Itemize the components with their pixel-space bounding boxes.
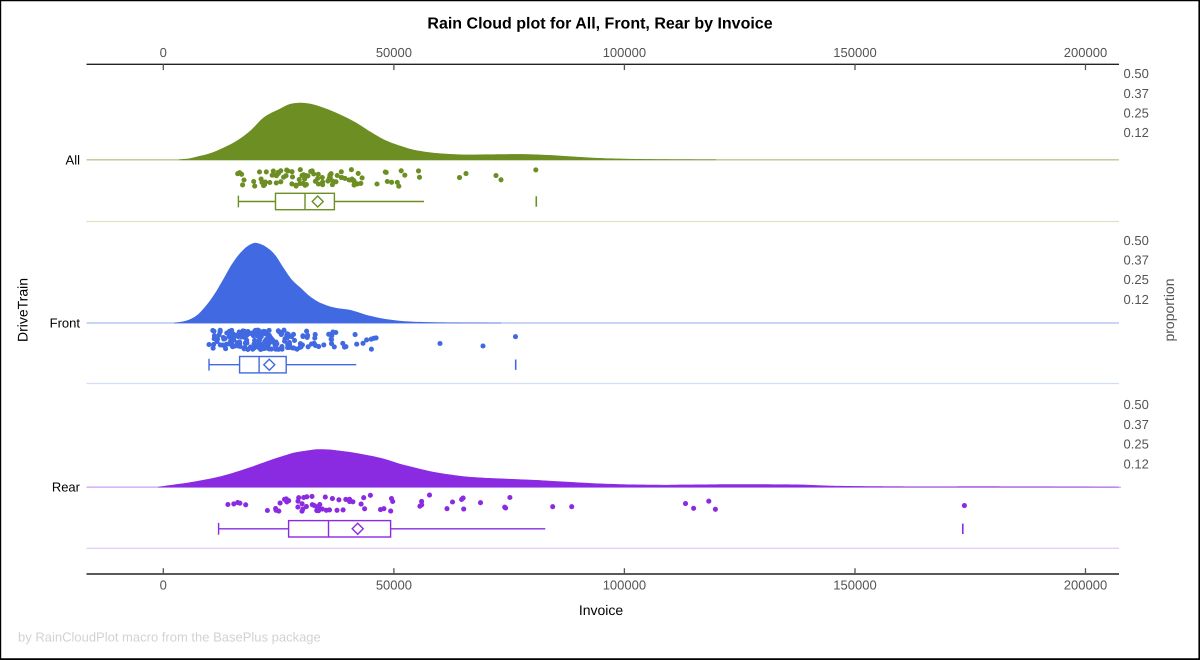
svg-text:by RainCloudPlot macro from th: by RainCloudPlot macro from the BasePlus…: [18, 630, 321, 645]
svg-text:200000: 200000: [1064, 578, 1107, 593]
svg-text:0.50: 0.50: [1124, 397, 1149, 412]
svg-text:0: 0: [160, 578, 167, 593]
svg-text:0.25: 0.25: [1124, 272, 1149, 287]
svg-text:Invoice: Invoice: [579, 602, 624, 618]
svg-text:Front: Front: [50, 316, 81, 331]
svg-text:All: All: [66, 152, 81, 167]
svg-text:0.25: 0.25: [1124, 437, 1149, 452]
svg-text:200000: 200000: [1064, 45, 1107, 60]
svg-text:Rain Cloud plot for All, Front: Rain Cloud plot for All, Front, Rear by …: [427, 16, 772, 33]
svg-text:Rear: Rear: [52, 480, 81, 495]
svg-text:0.25: 0.25: [1124, 106, 1149, 121]
svg-text:0.50: 0.50: [1124, 66, 1149, 81]
svg-text:proportion: proportion: [1161, 278, 1177, 341]
svg-text:50000: 50000: [376, 578, 412, 593]
svg-text:0.12: 0.12: [1124, 292, 1149, 307]
svg-text:0.37: 0.37: [1124, 417, 1149, 432]
svg-text:0.37: 0.37: [1124, 86, 1149, 101]
svg-text:DriveTrain: DriveTrain: [15, 278, 31, 342]
svg-text:0.50: 0.50: [1124, 233, 1149, 248]
svg-text:0.12: 0.12: [1124, 456, 1149, 471]
svg-text:150000: 150000: [833, 578, 876, 593]
svg-text:0: 0: [160, 45, 167, 60]
svg-text:100000: 100000: [603, 578, 646, 593]
svg-text:0.12: 0.12: [1124, 125, 1149, 140]
svg-text:50000: 50000: [376, 45, 412, 60]
svg-text:0.37: 0.37: [1124, 253, 1149, 268]
svg-text:100000: 100000: [603, 45, 646, 60]
svg-text:150000: 150000: [833, 45, 876, 60]
